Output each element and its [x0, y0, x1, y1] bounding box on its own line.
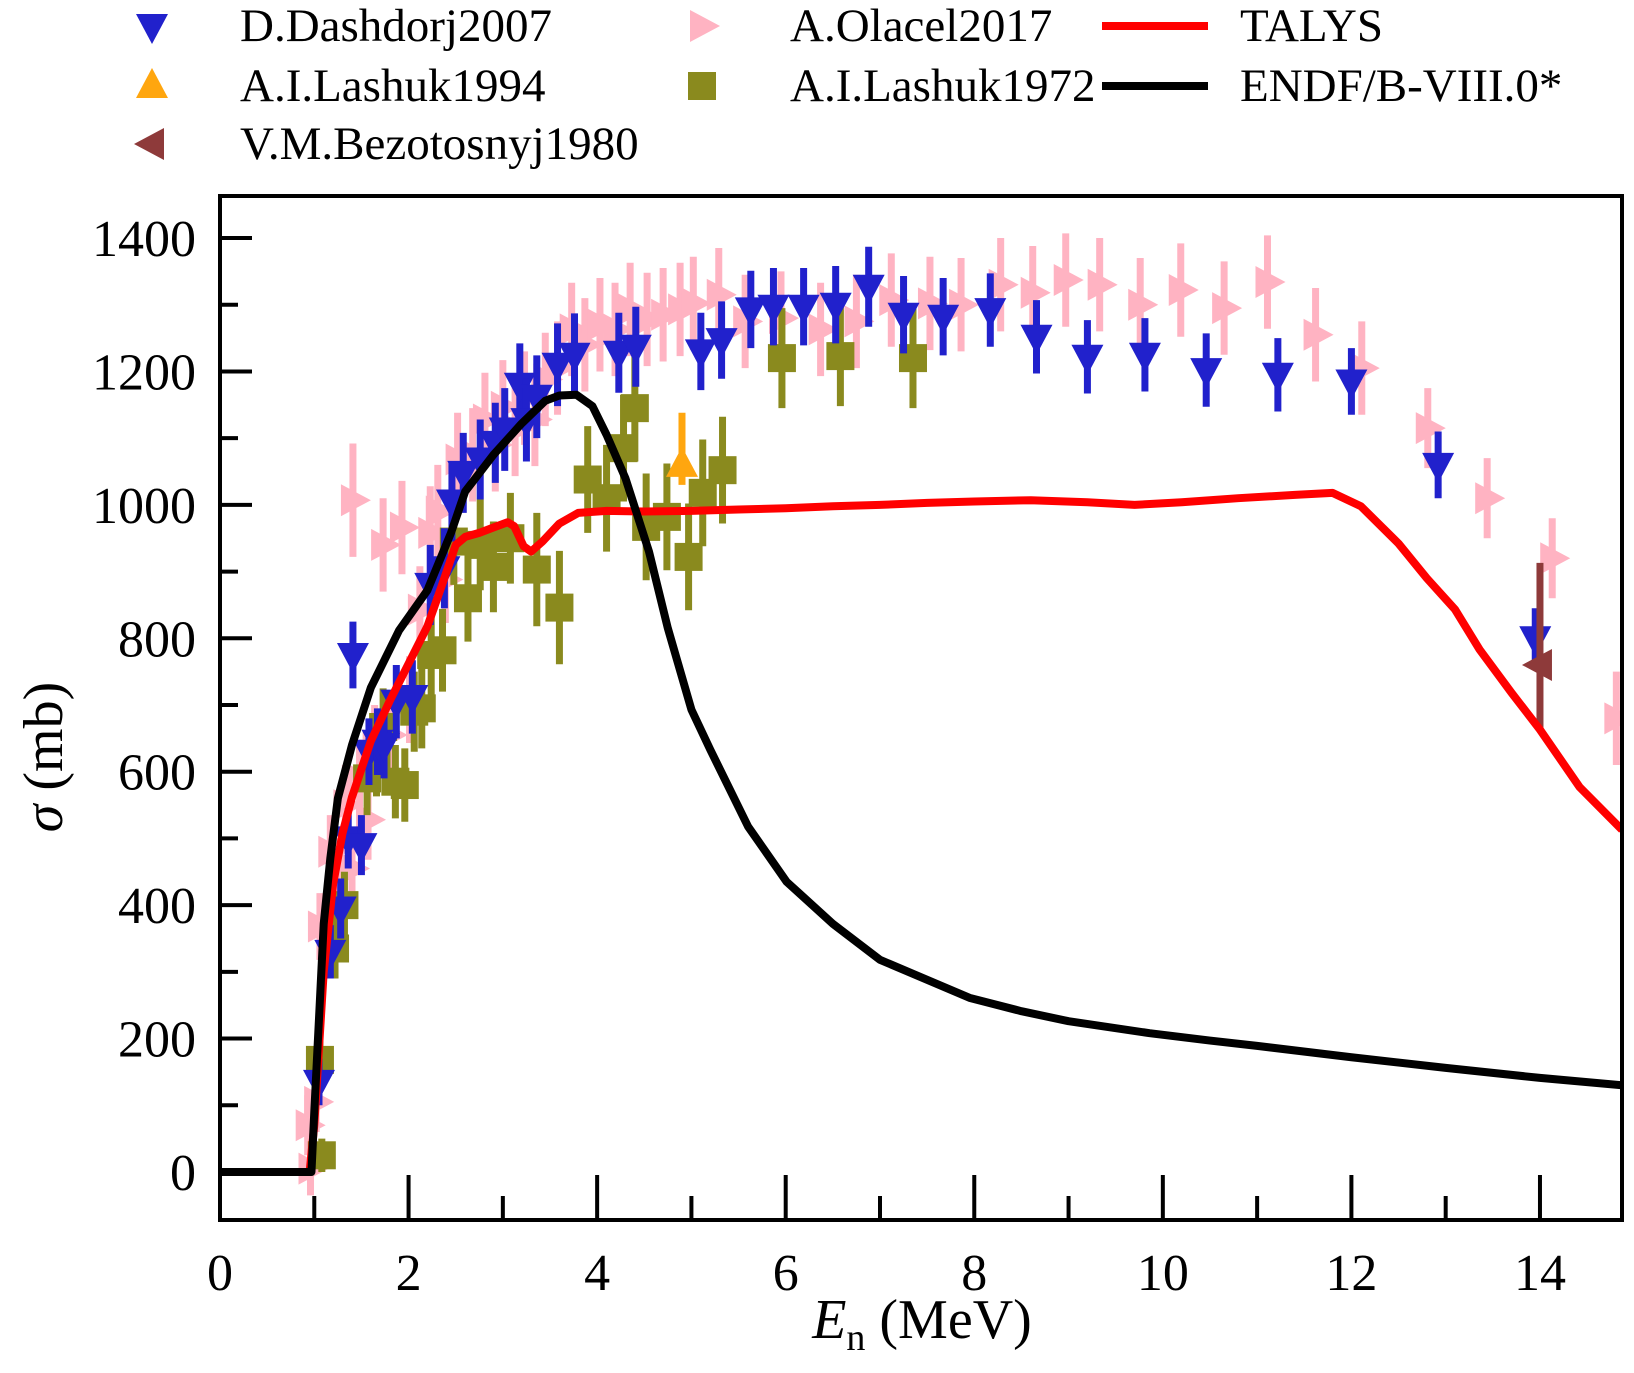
- x-tick-label: 2: [396, 1245, 422, 1302]
- legend-marker-triangle-left-icon: [130, 122, 174, 166]
- legend-marker-triangle-up-icon: [130, 64, 174, 108]
- series-v-m-bezotosnyj1980: [1521, 562, 1552, 730]
- curve-endf-b-viii-0: [220, 390, 1622, 1176]
- legend-entry-a-i-lashuk1972: A.I.Lashuk1972: [680, 58, 1095, 114]
- legend-label: D.Dashdorj2007: [240, 0, 552, 52]
- legend-label: A.Olacel2017: [790, 0, 1053, 52]
- y-tick-label: 0: [170, 1145, 196, 1202]
- x-tick-label: 0: [207, 1245, 233, 1302]
- legend-marker-triangle-right-icon: [680, 4, 724, 48]
- legend-entry-a-olacel2017: A.Olacel2017: [680, 0, 1052, 54]
- y-tick-label: 800: [118, 611, 196, 668]
- y-tick-label: 600: [118, 745, 196, 802]
- x-tick-label: 4: [584, 1245, 610, 1302]
- y-tick-label: 1000: [92, 478, 196, 535]
- plot-frame: [218, 194, 1624, 1222]
- legend-line-icon: [1100, 80, 1210, 92]
- legend-label: TALYS: [1240, 0, 1383, 52]
- y-axis-label: σ (mb): [12, 682, 76, 832]
- legend-marker-triangle-down-icon: [130, 4, 174, 48]
- y-tick-label: 1200: [92, 344, 196, 401]
- x-tick-label: 14: [1514, 1245, 1566, 1302]
- axis-ticks: [218, 236, 1542, 1220]
- y-tick-label: 400: [118, 878, 196, 935]
- legend-label: ENDF/B-VIII.0*: [1240, 60, 1563, 112]
- x-tick-label: 12: [1325, 1245, 1377, 1302]
- x-axis-symbol: E: [812, 1289, 847, 1351]
- y-tick-label: 200: [118, 1012, 196, 1069]
- legend-label: V.M.Bezotosnyj1980: [240, 118, 639, 170]
- legend-line-icon: [1100, 20, 1210, 32]
- legend-marker-square-icon: [680, 64, 724, 108]
- series-a-i-lashuk1994: [665, 412, 698, 485]
- legend-entry-talys: TALYS: [1100, 0, 1383, 54]
- legend-label: A.I.Lashuk1972: [790, 60, 1096, 112]
- legend-label: A.I.Lashuk1994: [240, 60, 546, 112]
- legend-entry-a-i-lashuk1994: A.I.Lashuk1994: [130, 58, 545, 114]
- x-tick-label: 8: [961, 1245, 987, 1302]
- curve-talys: [220, 488, 1622, 1176]
- x-axis-label: En (MeV): [221, 1288, 1623, 1360]
- legend-entry-endf-b-viii-0: ENDF/B-VIII.0*: [1100, 58, 1562, 114]
- series-d-dashdorj2007: [302, 246, 1552, 1106]
- x-tick-label: 6: [773, 1245, 799, 1302]
- y-axis-unit: (mb): [13, 681, 75, 805]
- x-axis-subscript: n: [846, 1317, 866, 1360]
- legend-entry-v-m-bezotosnyj1980: V.M.Bezotosnyj1980: [130, 116, 639, 172]
- series-a-olacel2017: [295, 233, 1622, 1196]
- y-tick-label: 1400: [92, 211, 196, 268]
- legend-entry-d-dashdorj2007: D.Dashdorj2007: [130, 0, 552, 54]
- y-axis-symbol: σ: [13, 804, 75, 833]
- x-axis-unit: (MeV): [865, 1289, 1032, 1351]
- x-tick-label: 10: [1137, 1245, 1189, 1302]
